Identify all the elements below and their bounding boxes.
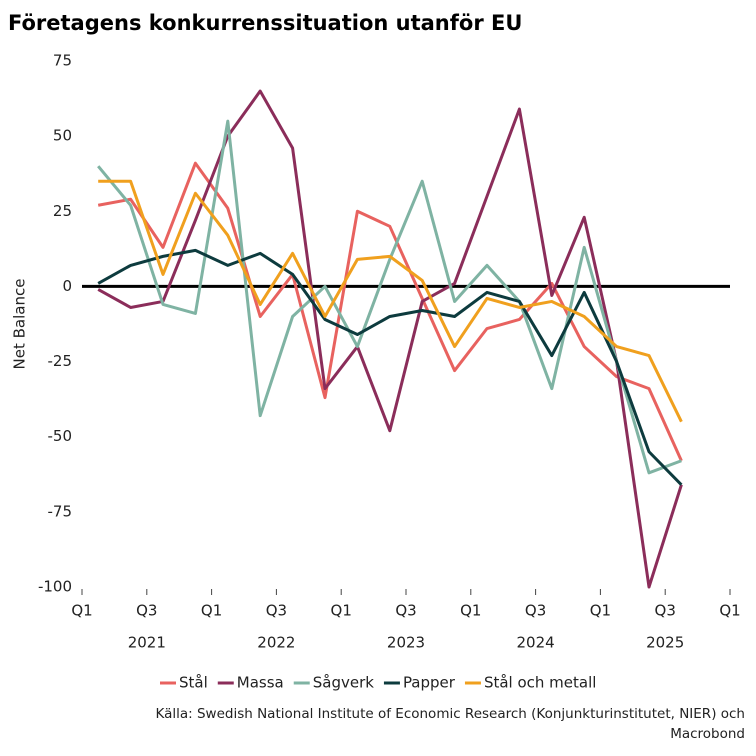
chart-title: Företagens konkurrenssituation utanför E… xyxy=(8,11,522,35)
y-tick-label: -100 xyxy=(38,578,72,596)
legend-label: Papper xyxy=(403,674,456,692)
x-tick-label: Q3 xyxy=(266,602,287,620)
y-axis-label: Net Balance xyxy=(11,279,29,370)
x-tick-label: Q1 xyxy=(331,602,352,620)
series-line xyxy=(97,161,683,462)
y-tick-label: -25 xyxy=(48,352,73,370)
x-tick-label: Q1 xyxy=(719,602,740,620)
legend-label: Stål xyxy=(179,674,208,692)
y-tick-label: 25 xyxy=(53,202,72,220)
series-line xyxy=(97,119,682,475)
legend-label: Sågverk xyxy=(313,674,375,692)
series-line xyxy=(98,179,683,423)
x-tick-label: Q1 xyxy=(460,602,481,620)
series-line xyxy=(97,248,683,486)
y-tick-label: -50 xyxy=(48,427,73,445)
x-tick-label: Q1 xyxy=(201,602,222,620)
year-label: 2021 xyxy=(128,634,166,652)
x-tick-label: Q3 xyxy=(395,602,416,620)
legend-label: Stål och metall xyxy=(484,674,596,692)
y-tick-label: 0 xyxy=(62,277,72,295)
legend-label: Massa xyxy=(237,674,284,692)
x-tick-label: Q3 xyxy=(655,602,676,620)
x-tick-label: Q1 xyxy=(71,602,92,620)
year-label: 2024 xyxy=(517,634,555,652)
year-label: 2022 xyxy=(257,634,295,652)
y-tick-label: 75 xyxy=(53,52,72,70)
x-tick-label: Q3 xyxy=(136,602,157,620)
year-label: 2025 xyxy=(646,634,684,652)
year-label: 2023 xyxy=(387,634,425,652)
x-tick-label: Q1 xyxy=(590,602,611,620)
series-line xyxy=(97,89,683,589)
source: Källa: Swedish National Institute of Eco… xyxy=(155,706,745,722)
y-tick-label: -75 xyxy=(48,502,73,520)
x-tick-label: Q3 xyxy=(525,602,546,620)
y-tick-label: 50 xyxy=(53,127,72,145)
source: Macrobond xyxy=(670,726,745,742)
